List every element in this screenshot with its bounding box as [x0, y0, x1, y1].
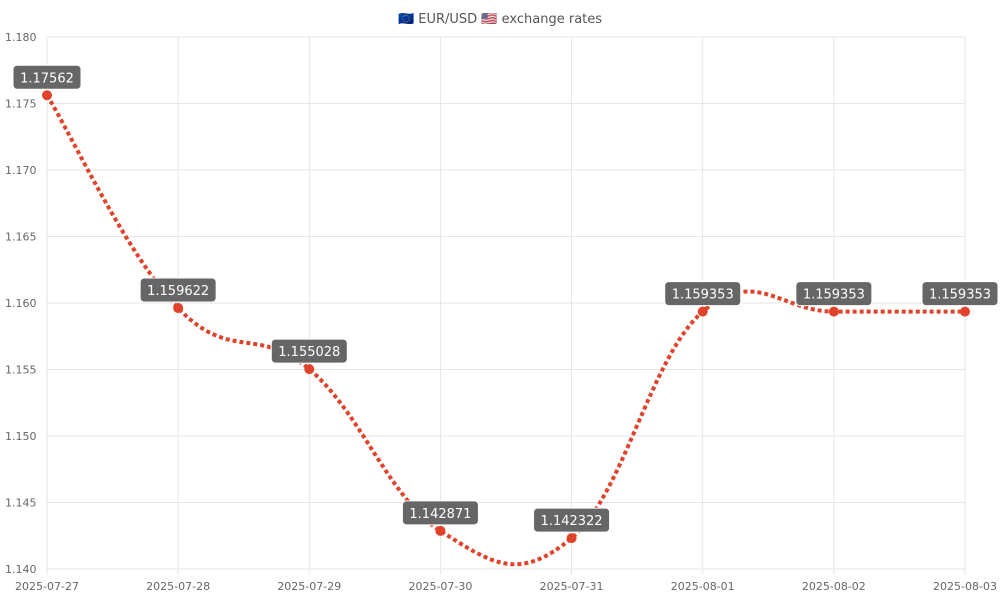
x-tick-label: 2025-07-29 — [277, 580, 341, 593]
data-point — [304, 364, 315, 375]
data-label-box — [795, 281, 873, 307]
data-point — [173, 303, 184, 314]
x-tick-label: 2025-07-30 — [408, 580, 472, 593]
data-label: 1.159353 — [795, 281, 873, 307]
x-tick-label: 2025-07-28 — [146, 580, 210, 593]
data-label-box — [921, 281, 999, 307]
y-tick-label: 1.145 — [5, 497, 37, 510]
series-line — [45, 94, 965, 567]
data-label: 1.17562 — [12, 64, 82, 90]
data-label-box — [401, 500, 479, 526]
data-point — [960, 306, 970, 317]
data-label-text: 1.142322 — [541, 514, 603, 529]
data-point — [42, 90, 52, 101]
data-label-text: 1.17562 — [20, 71, 74, 86]
data-label-box — [139, 277, 217, 303]
y-tick-label: 1.155 — [5, 364, 37, 377]
data-label: 1.142322 — [533, 507, 611, 533]
x-tick-label: 2025-08-02 — [802, 580, 866, 593]
data-label-box — [12, 64, 82, 90]
data-label-text: 1.159353 — [672, 288, 734, 303]
data-label-box — [664, 281, 742, 307]
data-points — [42, 90, 970, 544]
data-label-text: 1.159622 — [147, 284, 209, 299]
x-tick-label: 2025-07-31 — [540, 580, 604, 593]
x-tick-label: 2025-07-27 — [15, 580, 79, 593]
data-label-text: 1.159353 — [929, 288, 991, 303]
data-label: 1.142871 — [401, 500, 479, 526]
x-tick-label: 2025-08-01 — [671, 580, 735, 593]
x-axis: 2025-07-27 2025-07-28 2025-07-29 2025-07-30… — [15, 580, 997, 593]
data-point — [435, 525, 446, 536]
data-label: 1.159353 — [921, 281, 999, 307]
y-axis: 1.140 1.145 1.150 1.155 1.160 1.165 1.170 1.175… — [5, 31, 37, 576]
data-label-text: 1.159353 — [803, 288, 865, 303]
data-point — [828, 306, 839, 317]
x-tick-label: 2025-08-03 — [933, 580, 997, 593]
chart-grid — [46, 36, 966, 575]
data-label-box — [533, 507, 611, 533]
y-tick-label: 1.175 — [5, 98, 37, 111]
data-label: 1.155028 — [270, 338, 348, 364]
y-tick-label: 1.165 — [5, 231, 37, 244]
chart-title: 🇪🇺 EUR/USD 🇺🇸 exchange rates — [398, 12, 602, 27]
data-label-text: 1.155028 — [278, 345, 340, 360]
y-tick-label: 1.150 — [5, 430, 37, 443]
y-tick-label: 1.170 — [5, 164, 37, 177]
data-label: 1.159622 — [139, 277, 217, 303]
data-labels: 1.17562 1.159622 1.155028 1.142871 1.142322 1… — [12, 64, 999, 533]
data-label-box — [270, 338, 348, 364]
data-point — [697, 306, 708, 317]
y-tick-label: 1.180 — [5, 31, 37, 44]
data-point — [566, 533, 577, 544]
y-tick-label: 1.160 — [5, 297, 37, 310]
data-label: 1.159353 — [664, 281, 742, 307]
data-label-text: 1.142871 — [409, 507, 471, 522]
y-tick-label: 1.140 — [5, 563, 37, 576]
